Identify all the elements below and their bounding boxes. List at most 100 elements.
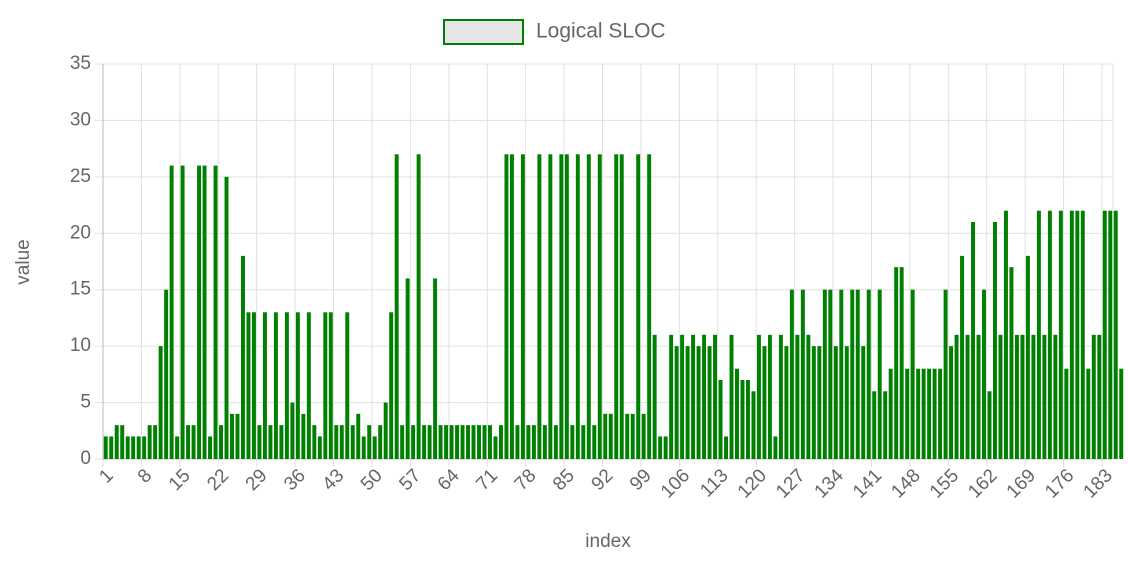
y-tick-label: 30	[70, 109, 91, 130]
bar	[251, 312, 256, 459]
bar	[548, 154, 553, 460]
bar	[603, 413, 608, 459]
bar	[312, 425, 317, 459]
x-tick-label: 8	[134, 465, 156, 487]
bar	[1036, 210, 1041, 459]
y-tick-label: 5	[80, 392, 91, 413]
bar	[175, 436, 180, 459]
bar	[866, 289, 871, 459]
bar	[707, 346, 712, 459]
bar	[636, 154, 641, 460]
bar	[647, 154, 652, 460]
bar	[773, 436, 778, 459]
bar	[537, 154, 542, 460]
bar	[1031, 334, 1036, 459]
bar	[778, 334, 783, 459]
bar	[466, 425, 471, 459]
bar	[800, 289, 805, 459]
bar	[713, 334, 718, 459]
bar	[455, 425, 460, 459]
x-tick-label: 92	[588, 465, 618, 495]
bar	[614, 154, 619, 460]
bar	[433, 278, 438, 459]
legend-label: Logical SLOC	[536, 20, 666, 43]
bar	[197, 165, 202, 460]
bar	[1025, 255, 1030, 459]
bar	[405, 278, 410, 459]
bar	[724, 436, 728, 459]
bar	[767, 334, 772, 459]
bar	[372, 436, 377, 459]
bar	[949, 346, 954, 459]
bar	[317, 436, 322, 459]
y-tick-label: 25	[70, 166, 91, 187]
bar	[1091, 334, 1096, 459]
bar	[586, 154, 591, 460]
bar	[164, 289, 169, 459]
bar	[339, 425, 344, 459]
bar	[125, 436, 130, 459]
bar	[531, 425, 536, 459]
bar	[1042, 334, 1047, 459]
bar	[993, 222, 997, 459]
bar	[1113, 210, 1118, 459]
legend-swatch	[443, 19, 524, 45]
bar	[460, 425, 465, 459]
bar	[658, 436, 663, 459]
bar	[449, 425, 454, 459]
bar	[323, 312, 328, 459]
bar	[400, 425, 405, 459]
bar	[240, 255, 245, 459]
bar	[477, 425, 481, 459]
bar	[246, 312, 251, 459]
bar	[564, 154, 569, 460]
x-tick-label: 71	[472, 465, 502, 495]
bar	[114, 425, 119, 459]
bar	[828, 289, 833, 459]
bar	[235, 413, 240, 459]
bar	[142, 436, 147, 459]
bar	[345, 312, 350, 459]
bar	[1069, 210, 1074, 459]
bar	[498, 425, 503, 459]
bar	[471, 425, 476, 459]
x-tick-label: 141	[849, 465, 886, 502]
y-tick-label: 35	[70, 53, 91, 74]
bar	[954, 334, 959, 459]
bar	[921, 368, 926, 459]
bar	[625, 413, 630, 459]
bar	[1064, 368, 1069, 459]
bar	[735, 368, 739, 459]
bar	[301, 413, 306, 459]
bar	[504, 154, 509, 460]
bar	[306, 312, 311, 459]
bar	[542, 425, 547, 459]
bar	[982, 289, 986, 459]
bar	[592, 425, 597, 459]
bar	[1020, 334, 1025, 459]
bar	[350, 425, 355, 459]
bar	[186, 425, 191, 459]
bar	[1009, 267, 1014, 459]
x-tick-label: 162	[964, 465, 1001, 502]
bar	[328, 312, 333, 459]
bar	[888, 368, 893, 459]
bar	[427, 425, 432, 459]
bar	[905, 368, 910, 459]
x-tick-label: 113	[696, 465, 732, 501]
bar	[230, 413, 234, 459]
bar	[202, 165, 207, 460]
bar	[158, 346, 163, 459]
bar	[526, 425, 531, 459]
bar	[273, 312, 278, 459]
bar	[416, 154, 421, 460]
bar	[147, 425, 152, 459]
bar	[515, 425, 520, 459]
bar	[559, 154, 564, 460]
bar	[691, 334, 696, 459]
bar	[1119, 368, 1124, 459]
x-tick-label: 43	[319, 465, 349, 495]
bar	[103, 436, 108, 459]
bar	[850, 289, 855, 459]
bar	[367, 425, 372, 459]
